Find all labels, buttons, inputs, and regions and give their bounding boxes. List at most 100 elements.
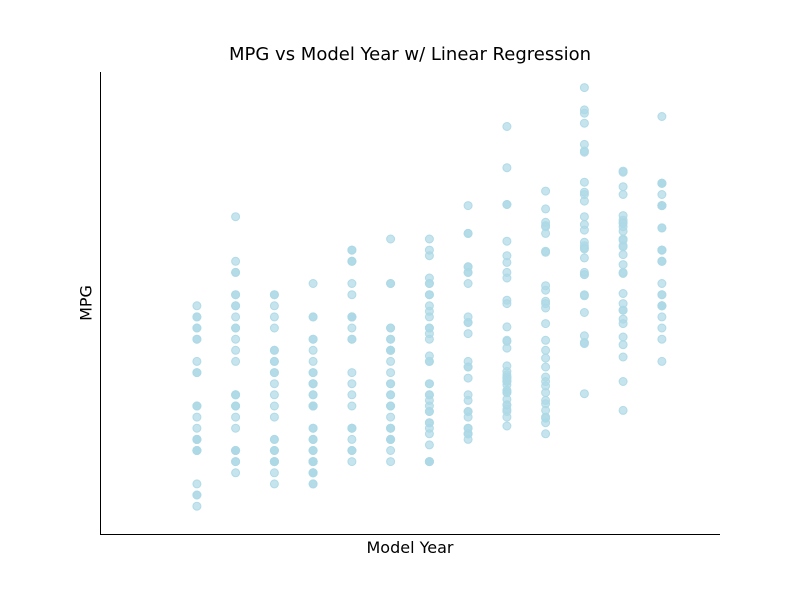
data-point [579, 118, 589, 128]
data-points [192, 83, 667, 511]
data-point [386, 446, 396, 455]
data-point [308, 401, 318, 411]
data-point [231, 468, 241, 478]
data-point [192, 479, 202, 489]
data-point [269, 468, 279, 478]
data-point [579, 308, 589, 317]
x-axis-label: Model Year [366, 538, 454, 557]
data-point [463, 318, 473, 327]
data-point [541, 281, 551, 291]
data-point [424, 418, 434, 428]
data-point [308, 446, 318, 455]
data-point [618, 260, 628, 270]
data-point [231, 401, 241, 411]
data-point [231, 457, 241, 467]
data-point [618, 352, 628, 362]
data-point [579, 196, 589, 206]
data-point [347, 279, 357, 288]
data-point [347, 312, 357, 322]
data-point [347, 457, 357, 467]
data-point [618, 190, 628, 199]
data-point [541, 217, 551, 227]
data-point [424, 273, 434, 283]
data-point [386, 334, 396, 344]
data-point [463, 262, 473, 272]
data-point [386, 234, 396, 244]
data-point [541, 372, 551, 382]
data-point [463, 395, 473, 405]
data-point [502, 388, 512, 398]
data-point [424, 457, 434, 467]
data-point [386, 412, 396, 422]
data-point [463, 362, 473, 372]
data-point [347, 334, 357, 344]
data-point [347, 446, 357, 455]
data-point [269, 390, 279, 400]
data-point [657, 290, 667, 300]
data-point [463, 228, 473, 238]
data-point [502, 122, 512, 131]
y-axis-label: MPG [76, 285, 96, 321]
data-point [192, 490, 202, 500]
data-point [463, 201, 473, 211]
data-point [618, 305, 628, 315]
data-point [502, 200, 512, 209]
data-point [347, 390, 357, 400]
data-point [424, 429, 434, 439]
data-point [502, 412, 512, 422]
data-point [541, 362, 551, 372]
data-point [502, 236, 512, 246]
data-point [231, 423, 241, 433]
data-point [308, 390, 318, 400]
data-point [308, 423, 318, 433]
data-point [463, 373, 473, 383]
data-point [347, 434, 357, 444]
data-point [541, 335, 551, 345]
data-point [618, 289, 628, 298]
data-point [269, 479, 279, 489]
data-point [308, 334, 318, 344]
data-point [386, 423, 396, 433]
data-point [541, 247, 551, 257]
data-point [231, 267, 241, 277]
data-point [231, 301, 241, 311]
data-point [308, 434, 318, 444]
data-point [541, 186, 551, 196]
data-point [231, 334, 241, 344]
data-point [463, 329, 473, 339]
data-point [541, 388, 551, 398]
data-point [192, 434, 202, 444]
data-point [579, 105, 589, 115]
data-point [308, 345, 318, 355]
data-point [579, 291, 589, 301]
data-point [657, 323, 667, 333]
data-point [541, 228, 551, 238]
data-point [269, 446, 279, 455]
data-point [541, 303, 551, 313]
data-point [192, 356, 202, 366]
data-point [231, 356, 241, 366]
data-point [269, 301, 279, 311]
data-point [579, 389, 589, 399]
data-point [424, 251, 434, 261]
chart-title: MPG vs Model Year w/ Linear Regression [228, 44, 592, 65]
data-point [463, 407, 473, 416]
data-point [657, 312, 667, 322]
data-point [308, 312, 318, 322]
data-point [192, 301, 202, 311]
data-point [657, 334, 667, 344]
data-point [579, 177, 589, 187]
data-point [657, 112, 667, 121]
data-point [269, 434, 279, 444]
data-point [618, 182, 628, 192]
data-point [579, 212, 589, 222]
data-point [347, 256, 357, 266]
data-point [424, 390, 434, 400]
data-point [192, 446, 202, 455]
data-point [618, 332, 628, 342]
data-point [424, 407, 434, 416]
data-point [231, 212, 241, 222]
data-point [424, 306, 434, 316]
data-point [386, 345, 396, 355]
